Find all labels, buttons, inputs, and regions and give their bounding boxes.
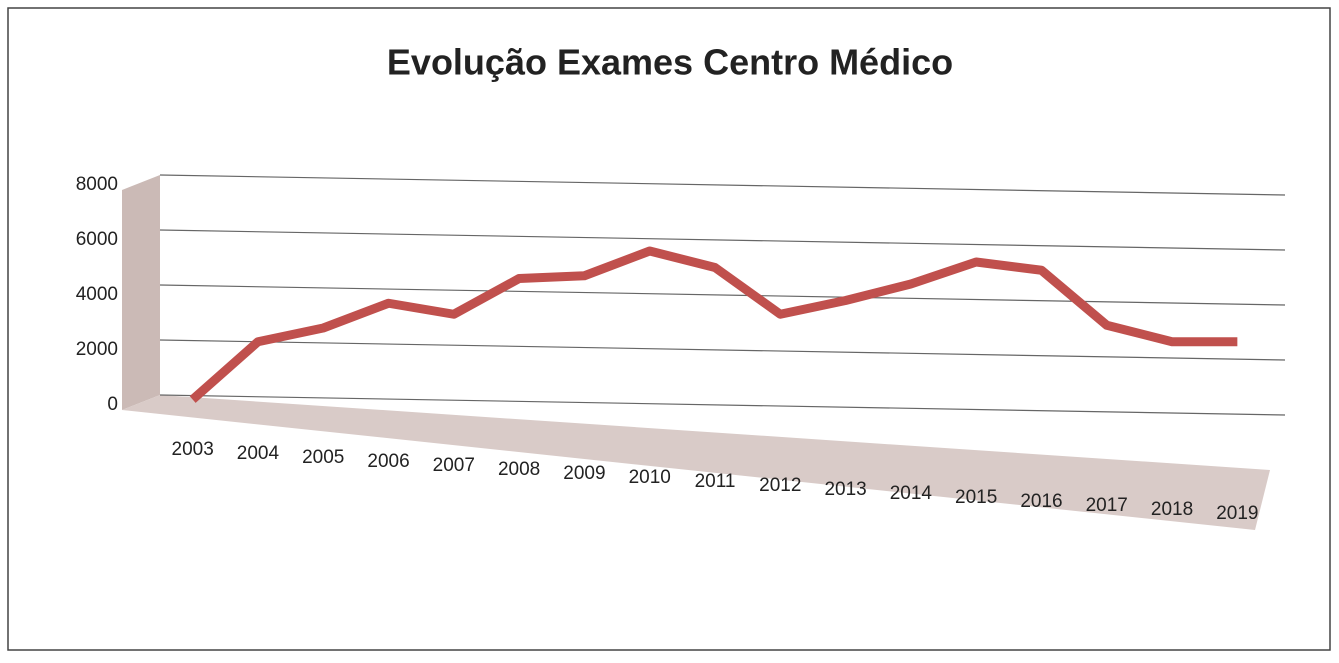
x-tick-label: 2019 (1216, 503, 1258, 524)
y-tick-label: 4000 (76, 284, 118, 305)
x-tick-label: 2003 (172, 439, 214, 460)
side-wall (122, 175, 160, 410)
y-tick-label: 8000 (76, 174, 118, 195)
y-tick-label: 2000 (76, 339, 118, 360)
grid-line (159, 394, 1286, 416)
floor (122, 395, 1270, 530)
x-tick-label: 2009 (563, 463, 605, 484)
line-series (189, 246, 1238, 403)
chart-title: Evolução Exames Centro Médico (387, 42, 953, 83)
y-tick-label: 6000 (76, 229, 118, 250)
x-tick-label: 2018 (1151, 499, 1193, 520)
grid-line (159, 174, 1286, 196)
grid-line (159, 284, 1286, 306)
x-tick-label: 2007 (433, 455, 475, 476)
grid-line (159, 339, 1286, 361)
x-tick-label: 2017 (1086, 495, 1128, 516)
x-tick-label: 2016 (1020, 491, 1062, 512)
x-tick-label: 2004 (237, 443, 280, 464)
x-tick-label: 2011 (695, 471, 736, 492)
x-tick-label: 2010 (629, 467, 671, 488)
x-tick-label: 2015 (955, 487, 997, 508)
x-tick-label: 2012 (759, 475, 801, 496)
x-tick-label: 2006 (367, 451, 409, 472)
grid-line (159, 229, 1286, 251)
x-tick-label: 2005 (302, 447, 344, 468)
x-tick-label: 2014 (890, 483, 933, 504)
x-tick-label: 2008 (498, 459, 540, 480)
x-tick-label: 2013 (824, 479, 866, 500)
y-tick-label: 0 (107, 394, 118, 415)
